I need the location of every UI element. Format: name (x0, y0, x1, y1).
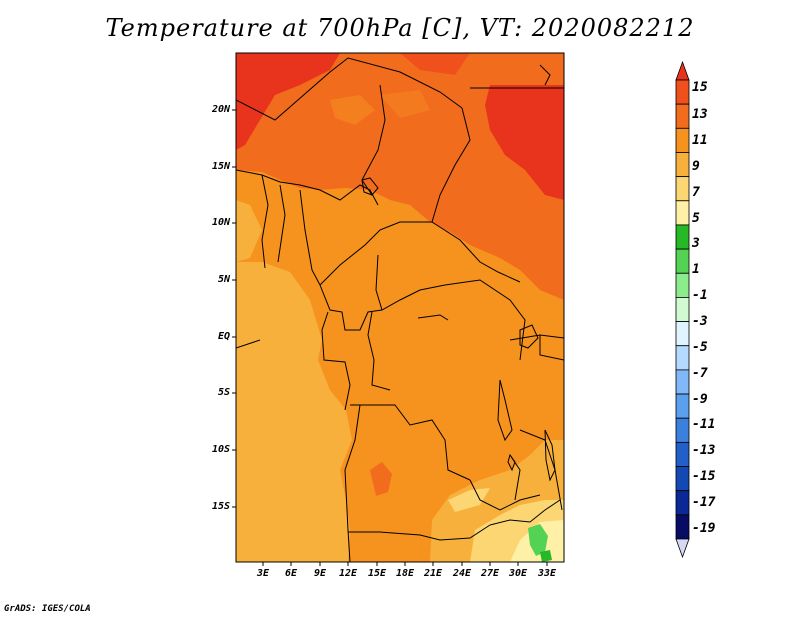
colorbar-box (675, 321, 690, 347)
colorbar-label: -3 (692, 314, 708, 329)
lon-label-15e: 15E (367, 568, 387, 579)
lon-label-6e: 6E (284, 568, 298, 579)
lat-label-10n: 10N (211, 217, 230, 228)
lon-label-9e: 9E (313, 568, 327, 579)
colorbar-label: -5 (692, 340, 708, 355)
colorbar-box (675, 345, 690, 371)
lat-label-15n: 15N (211, 161, 230, 172)
colorbar-box (675, 490, 690, 516)
colorbar-box (675, 466, 690, 492)
lon-label-30e: 30E (508, 568, 528, 579)
colorbar-label: 11 (692, 133, 708, 148)
colorbar-box (675, 176, 690, 202)
map-frame (235, 52, 565, 563)
lon-label-27e: 27E (480, 568, 500, 579)
colorbar-label: 1 (692, 262, 700, 277)
lat-label-10s: 10S (211, 444, 230, 455)
colorbar-label: 9 (692, 159, 700, 174)
lat-label-5n: 5N (217, 274, 230, 285)
temperature-field (236, 53, 564, 562)
lon-label-24e: 24E (452, 568, 472, 579)
lon-label-33e: 33E (537, 568, 557, 579)
grads-credit: GrADS: IGES/COLA (4, 604, 91, 614)
colorbar-label: 15 (692, 80, 708, 95)
map-title: Temperature at 700hPa [C], VT: 202008221… (105, 14, 695, 42)
colorbar-label: -17 (692, 495, 716, 510)
colorbar-box (675, 103, 690, 129)
colorbar-label: 7 (692, 185, 700, 200)
colorbar-box (675, 417, 690, 443)
colorbar-label: -1 (692, 288, 708, 303)
colorbar-box (675, 272, 690, 298)
colorbar-label: -15 (692, 469, 716, 484)
colorbar (675, 60, 690, 559)
colorbar-label: 3 (692, 236, 700, 251)
colorbar-label: -13 (692, 443, 716, 458)
lon-label-3e: 3E (256, 568, 270, 579)
lat-label-5s: 5S (217, 387, 230, 398)
colorbar-box (675, 393, 690, 419)
colorbar-top-triangle (675, 60, 690, 81)
colorbar-box (675, 297, 690, 322)
colorbar-box (675, 441, 690, 467)
colorbar-bottom-triangle (675, 538, 690, 559)
colorbar-box (675, 152, 690, 178)
country-boundaries (236, 57, 564, 562)
lon-label-21e: 21E (423, 568, 443, 579)
colorbar-box (675, 200, 690, 226)
colorbar-label: 5 (692, 211, 700, 226)
axis-ticks (232, 109, 548, 566)
colorbar-label: -9 (692, 392, 708, 407)
lat-label-15s: 15S (211, 501, 230, 512)
colorbar-label: -7 (692, 366, 708, 381)
colorbar-label: 13 (692, 107, 708, 122)
lat-label-20n: 20N (211, 104, 230, 115)
lat-label-eq: EQ (217, 331, 230, 342)
colorbar-label: -11 (692, 417, 716, 432)
lakes (361, 177, 556, 482)
colorbar-box (675, 127, 690, 153)
colorbar-box (675, 514, 690, 540)
lon-label-12e: 12E (338, 568, 358, 579)
lon-label-18e: 18E (395, 568, 415, 579)
colorbar-box (675, 224, 690, 250)
colorbar-box (675, 248, 690, 274)
colorbar-box (675, 369, 690, 395)
colorbar-box (675, 79, 690, 105)
colorbar-label: -19 (692, 521, 716, 536)
